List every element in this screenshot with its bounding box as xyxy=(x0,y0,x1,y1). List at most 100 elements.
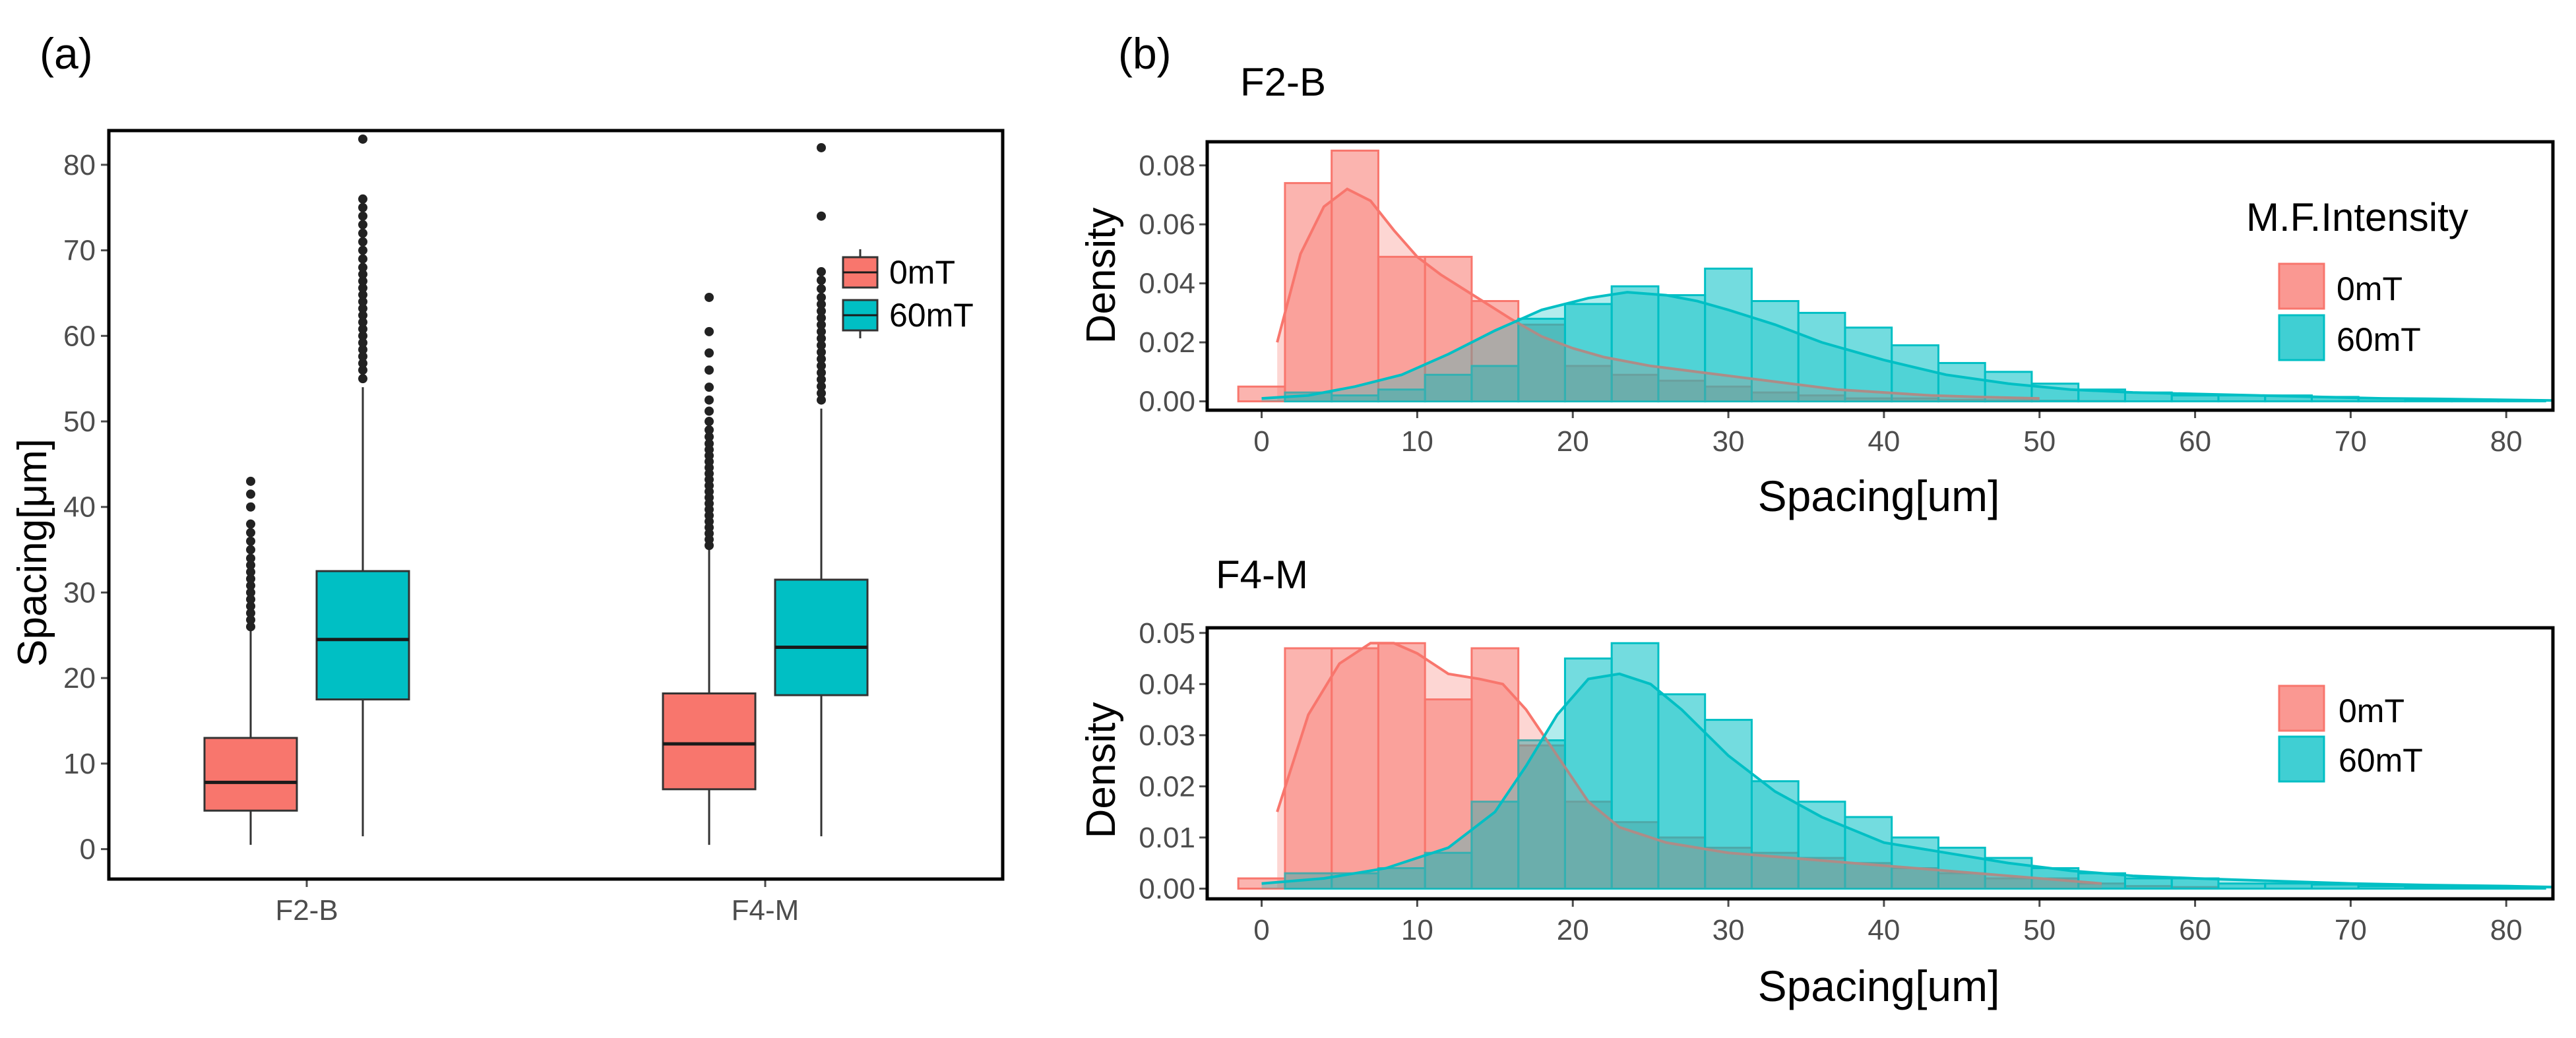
y-tick-label: 0.04 xyxy=(1139,268,1195,300)
outlier-point-f4-m-0mt xyxy=(705,417,714,427)
y-tick-label: 40 xyxy=(63,491,96,524)
y-tick-label: 80 xyxy=(63,149,96,181)
y-tick-label: 60 xyxy=(63,320,96,352)
hist-bar-0mt xyxy=(1331,647,1379,890)
y-tick-label: 0.01 xyxy=(1139,822,1195,854)
outlier-point-f2-b-60mt xyxy=(358,338,367,348)
hist-bar-60mt xyxy=(1470,365,1520,403)
outlier-point-f4-m-60mt xyxy=(817,211,826,221)
outlier-point-f2-b-0mt xyxy=(246,489,255,499)
outlier-point-f4-m-0mt xyxy=(705,326,714,336)
outlier-point-f2-b-60mt xyxy=(358,365,367,375)
x-tick-label: 30 xyxy=(1712,914,1745,946)
outlier-point-f2-b-0mt xyxy=(246,519,255,529)
outlier-point-f4-m-0mt xyxy=(705,425,714,435)
outlier-point-f4-m-60mt xyxy=(817,306,826,316)
outlier-point-f2-b-0mt xyxy=(246,615,255,625)
y-tick-label: 20 xyxy=(63,662,96,694)
x-tick-label: 50 xyxy=(2023,425,2056,458)
outlier-point-f4-m-60mt xyxy=(817,276,826,285)
plot-frame xyxy=(1205,626,2555,901)
outlier-point-f2-b-60mt xyxy=(358,194,367,204)
legend-label-60mT: 60mT xyxy=(2339,742,2423,779)
outlier-point-f2-b-60mt xyxy=(358,202,367,212)
outlier-point-f2-b-60mt xyxy=(358,220,367,229)
y-tick-label: 0.05 xyxy=(1139,617,1195,650)
y-tick-label: 0.02 xyxy=(1139,770,1195,803)
outlier-point-f4-m-0mt xyxy=(705,292,714,302)
outlier-point-f2-b-0mt xyxy=(246,594,255,604)
y-tick-label: 50 xyxy=(63,406,96,438)
outlier-point-f2-b-0mt xyxy=(246,567,255,577)
outlier-point-f4-m-60mt xyxy=(817,388,826,398)
x-tick-label: 80 xyxy=(2490,425,2523,458)
outlier-point-f4-m-0mt xyxy=(705,365,714,375)
outlier-point-f2-b-60mt xyxy=(358,297,367,307)
outlier-point-f2-b-60mt xyxy=(358,317,367,327)
outlier-point-f2-b-0mt xyxy=(246,581,255,591)
plot-frame xyxy=(107,129,1005,881)
hist-bar-60mt xyxy=(1470,801,1520,890)
outlier-point-f2-b-0mt xyxy=(246,574,255,584)
y-tick-label: 0.06 xyxy=(1139,208,1195,241)
x-tick-label: 10 xyxy=(1401,914,1433,946)
x-tick-label: 50 xyxy=(2023,914,2056,946)
outlier-point-f2-b-60mt xyxy=(358,134,367,144)
outlier-point-f2-b-60mt xyxy=(358,237,367,247)
legend-title-mf-intensity: M.F.Intensity xyxy=(2246,195,2468,239)
outlier-point-f4-m-0mt xyxy=(705,406,714,416)
y-tick-label: 0.00 xyxy=(1139,872,1195,905)
outlier-point-f2-b-60mt xyxy=(358,245,367,255)
legend-label-0mT: 0mT xyxy=(889,254,955,291)
outlier-point-f2-b-0mt xyxy=(246,502,255,512)
hist-bar-60mt xyxy=(1657,294,1707,403)
outlier-point-f2-b-0mt xyxy=(246,476,255,486)
x-tick-label: 0 xyxy=(1253,914,1269,946)
outlier-point-f4-m-60mt xyxy=(817,299,826,309)
outlier-point-f2-b-60mt xyxy=(358,290,367,300)
density-area-60mt xyxy=(1261,673,2553,889)
outlier-point-f4-m-60mt xyxy=(817,326,826,336)
outlier-point-f2-b-60mt xyxy=(358,358,367,368)
outlier-point-f2-b-0mt xyxy=(246,601,255,611)
density-area-60mt xyxy=(1261,292,2553,402)
x-tick-label: 60 xyxy=(2179,425,2211,458)
x-tick-label: 20 xyxy=(1557,425,1589,458)
outlier-point-f2-b-0mt xyxy=(246,528,255,537)
outlier-point-f2-b-0mt xyxy=(246,622,255,632)
outlier-point-f4-m-0mt xyxy=(705,439,714,448)
x-tick-label-f2-b: F2-B xyxy=(275,894,338,927)
histogram-panel-f2b: F2-B Density Spacing[um] M.F.Intensity 0… xyxy=(1079,60,2555,520)
outlier-point-f4-m-0mt xyxy=(705,348,714,358)
panel-label-a: (a) xyxy=(40,29,93,78)
outlier-point-f4-m-60mt xyxy=(817,361,826,371)
histogram-legend-f2b: M.F.Intensity 0mT 60mT xyxy=(2246,195,2468,361)
outlier-point-f4-m-60mt xyxy=(817,354,826,364)
x-tick-label: 20 xyxy=(1557,914,1589,946)
hist-bar-60mt xyxy=(1704,267,1753,403)
legend-swatch-60mT xyxy=(2278,735,2325,783)
x-tick-label: 70 xyxy=(2335,425,2367,458)
outlier-point-f2-b-0mt xyxy=(246,545,255,555)
hist-bar-60mt xyxy=(1750,780,1800,890)
outlier-point-f2-b-60mt xyxy=(358,228,367,238)
outlier-point-f4-m-60mt xyxy=(817,375,826,384)
density-area-0mt xyxy=(1277,643,2102,889)
box-f2-b-60mt xyxy=(315,570,410,701)
outlier-point-f2-b-60mt xyxy=(358,303,367,313)
x-tick-label: 70 xyxy=(2335,914,2367,946)
legend-swatch-60mT xyxy=(2278,314,2325,361)
y-tick-label: 30 xyxy=(63,576,96,609)
outlier-point-f2-b-60mt xyxy=(358,269,367,279)
outlier-point-f2-b-60mt xyxy=(358,276,367,286)
x-tick-label: 0 xyxy=(1253,425,1269,458)
y-tick-label: 0.08 xyxy=(1139,150,1195,182)
histogram-title-f2b: F2-B xyxy=(1240,60,1326,104)
histogram-legend-f4m: 0mT 60mT xyxy=(2278,685,2423,783)
outlier-point-f4-m-0mt xyxy=(705,382,714,392)
outlier-point-f4-m-60mt xyxy=(817,320,826,330)
box-f4-m-0mt xyxy=(662,692,757,791)
outlier-point-f4-m-60mt xyxy=(817,292,826,302)
outlier-point-f4-m-60mt xyxy=(817,368,826,378)
legend-label-0mT: 0mT xyxy=(2337,270,2403,307)
